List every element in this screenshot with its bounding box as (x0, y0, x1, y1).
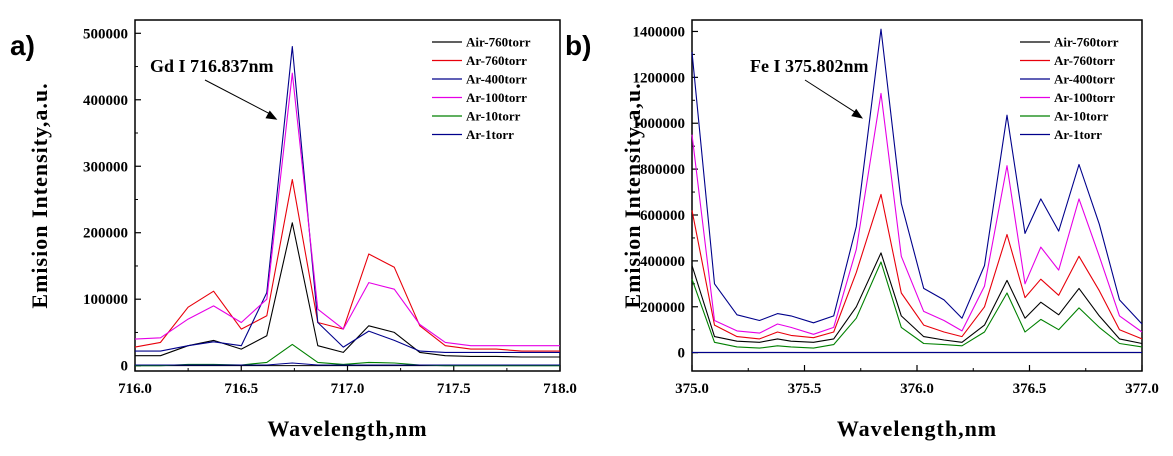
legend-label: Ar-1torr (1054, 127, 1102, 142)
legend-label: Ar-10torr (466, 109, 521, 124)
chart-panel-b: 375.0 375.5 376.0 376.5 377.0 0 200000 400000 60… (565, 19, 1159, 441)
y-tick-label: 200000 (83, 226, 128, 242)
x-axis-title: Wavelength,nm (837, 416, 997, 441)
legend-label: Ar-10torr (1054, 109, 1109, 124)
series-line-ar-10torr (691, 261, 1143, 349)
series-line-ar-100torr (691, 92, 1143, 335)
x-tick-label: 717.0 (331, 381, 365, 397)
legend-label: Ar-760torr (1054, 53, 1115, 68)
series-line-ar-400torr (135, 46, 560, 353)
x-tick-label: 376.5 (1013, 381, 1047, 397)
legend-label: Ar-100torr (1054, 90, 1115, 105)
x-axis-title: Wavelength,nm (267, 416, 427, 441)
y-tick-label: 1000000 (633, 116, 686, 132)
y-tick-label: 1200000 (633, 70, 686, 86)
x-tick-label: 717.5 (437, 381, 471, 397)
annotation-arrow-line (804, 79, 860, 116)
series-line-ar-100torr (134, 72, 560, 347)
y-tick-label: 100000 (83, 292, 128, 308)
x-tick-label: 375.0 (675, 381, 709, 397)
annotation-label: Fe I 375.802nm (750, 56, 869, 76)
series-line-ar-400torr (691, 28, 1143, 325)
x-tick-label: 376.0 (900, 381, 934, 397)
legend-label: Ar-100torr (466, 90, 527, 105)
series-line-air-760torr (135, 222, 560, 358)
legend-label: Ar-760torr (466, 53, 527, 68)
y-tick-label: 800000 (640, 162, 685, 178)
x-tick-label: 718.0 (543, 381, 577, 397)
x-tick-label: 716.0 (118, 381, 152, 397)
legend-label: Air-760torr (466, 35, 531, 50)
x-tick-label: 716.5 (224, 381, 258, 397)
legend-label: Air-760torr (1054, 35, 1119, 50)
y-tick-label: 300000 (83, 159, 128, 175)
series-line-ar-760torr (134, 178, 560, 352)
series-line-air-760torr (691, 252, 1143, 345)
legend-label: Ar-400torr (466, 72, 527, 87)
annotation-label: Gd I 716.837nm (150, 56, 274, 76)
panel-label: a) (10, 30, 35, 61)
y-tick-label: 1400000 (633, 24, 686, 40)
y-tick-label: 200000 (640, 300, 685, 316)
y-tick-label: 0 (678, 346, 686, 362)
y-axis-title: Emision Intensity,a.u. (27, 82, 52, 308)
y-tick-label: 400000 (83, 93, 128, 109)
chart-panel-a: 716.0 716.5 717.0 717.5 718.0 0 100000 200000 30… (10, 19, 577, 441)
y-tick-label: 0 (121, 359, 129, 375)
y-axis-title: Emision Intensity,a,u. (620, 82, 645, 308)
legend-label: Ar-1torr (466, 127, 514, 142)
legend-label: Ar-400torr (1054, 72, 1115, 87)
x-tick-label: 377.0 (1125, 381, 1159, 397)
series-line-ar-760torr (691, 193, 1143, 340)
panel-label: b) (565, 30, 591, 61)
annotation-arrowhead (851, 108, 863, 119)
series-line-ar-1torr (135, 362, 560, 366)
x-tick-label: 375.5 (788, 381, 822, 397)
series-line-ar-10torr (135, 343, 560, 367)
y-tick-label: 600000 (640, 208, 685, 224)
y-tick-label: 500000 (83, 26, 128, 42)
annotation-arrow-line (204, 79, 274, 117)
annotation-arrowhead (265, 110, 278, 120)
y-tick-label: 400000 (640, 254, 685, 270)
